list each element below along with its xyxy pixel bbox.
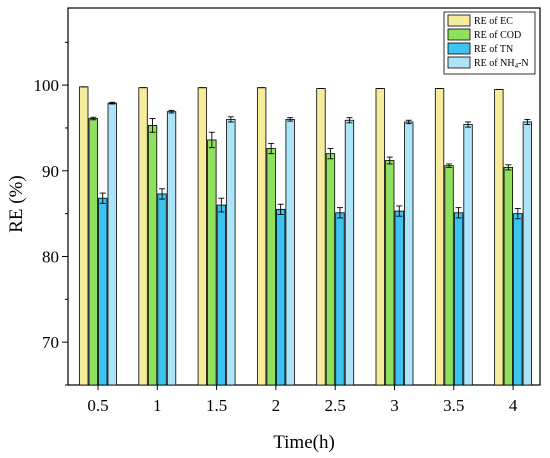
legend-swatch-tn xyxy=(447,42,471,55)
bar-s3-c6 xyxy=(463,124,473,386)
legend-label-cod: RE of COD xyxy=(474,30,521,41)
bar-s0-c3 xyxy=(256,87,267,386)
legend-swatch-nh4n xyxy=(447,56,471,69)
legend-swatch-cod xyxy=(447,28,471,41)
legend-swatch-ec xyxy=(447,14,471,27)
bar-s3-c4 xyxy=(344,119,355,386)
bar-s0-c7 xyxy=(494,89,504,386)
bar-s1-c7 xyxy=(503,166,514,386)
bar-s1-c2 xyxy=(207,139,217,386)
bar-s2-c5 xyxy=(394,210,404,386)
legend-label-tn: RE of TN xyxy=(474,44,513,55)
y-axis-title: RE (%) xyxy=(6,175,27,233)
error-bars-group xyxy=(80,86,531,220)
bar-s2-c7 xyxy=(513,213,523,386)
bar-s1-c6 xyxy=(444,165,454,386)
y-tick-label-80: 80 xyxy=(42,247,59,266)
legend-label-nh4n-main: RE of NH xyxy=(474,58,515,69)
bar-s0-c4 xyxy=(316,88,326,386)
bar-s3-c7 xyxy=(522,121,532,386)
bar-s1-c5 xyxy=(385,160,395,386)
bars-group xyxy=(79,86,532,386)
x-axis: 0.5 1 1.5 2 2.5 3 3.5 4 xyxy=(87,385,518,415)
bar-s2-c4 xyxy=(335,212,345,386)
bar-s2-c0 xyxy=(98,197,108,386)
legend-label-nh4n-sub: 4 xyxy=(515,62,519,70)
bar-s3-c0 xyxy=(107,102,117,386)
y-tick-label-90: 90 xyxy=(42,162,59,181)
bar-s0-c5 xyxy=(375,88,385,386)
bar-s0-c2 xyxy=(197,87,208,386)
bar-s2-c6 xyxy=(453,212,464,386)
bar-s1-c4 xyxy=(325,153,336,386)
x-tick-label-0: 0.5 xyxy=(87,396,108,415)
plot-frame xyxy=(67,7,541,386)
bar-s0-c6 xyxy=(434,88,445,386)
x-axis-title: Time(h) xyxy=(273,432,335,453)
x-tick-label-4: 2.5 xyxy=(325,396,346,415)
legend-label-nh4n-suffix: -N xyxy=(518,58,529,69)
legend: RE of EC RE of COD RE of TN RE of NH4-N xyxy=(443,11,536,75)
bar-s3-c2 xyxy=(226,118,236,386)
x-tick-label-6: 3.5 xyxy=(443,396,464,415)
legend-label-ec: RE of EC xyxy=(474,16,513,27)
x-tick-label-7: 4 xyxy=(509,396,518,415)
bar-s3-c5 xyxy=(404,121,414,386)
bar-s0-c1 xyxy=(138,87,148,386)
bar-s2-c1 xyxy=(157,193,167,386)
bar-s1-c3 xyxy=(266,148,276,386)
x-tick-label-2: 1.5 xyxy=(206,396,227,415)
bar-s3-c1 xyxy=(166,111,177,386)
bar-s2-c3 xyxy=(275,208,286,386)
bar-s2-c2 xyxy=(216,204,227,386)
y-axis: 70 80 90 100 xyxy=(34,41,68,386)
y-tick-label-70: 70 xyxy=(42,333,59,352)
bar-s3-c3 xyxy=(285,118,295,386)
x-tick-label-1: 1 xyxy=(153,396,162,415)
x-tick-label-5: 3 xyxy=(390,396,399,415)
x-tick-label-3: 2 xyxy=(272,396,281,415)
y-tick-label-100: 100 xyxy=(34,76,60,95)
bar-s0-c0 xyxy=(79,86,89,386)
bar-s1-c1 xyxy=(147,124,158,386)
bar-s1-c0 xyxy=(88,118,98,386)
legend-label-nh4n: RE of NH4-N xyxy=(474,58,529,70)
